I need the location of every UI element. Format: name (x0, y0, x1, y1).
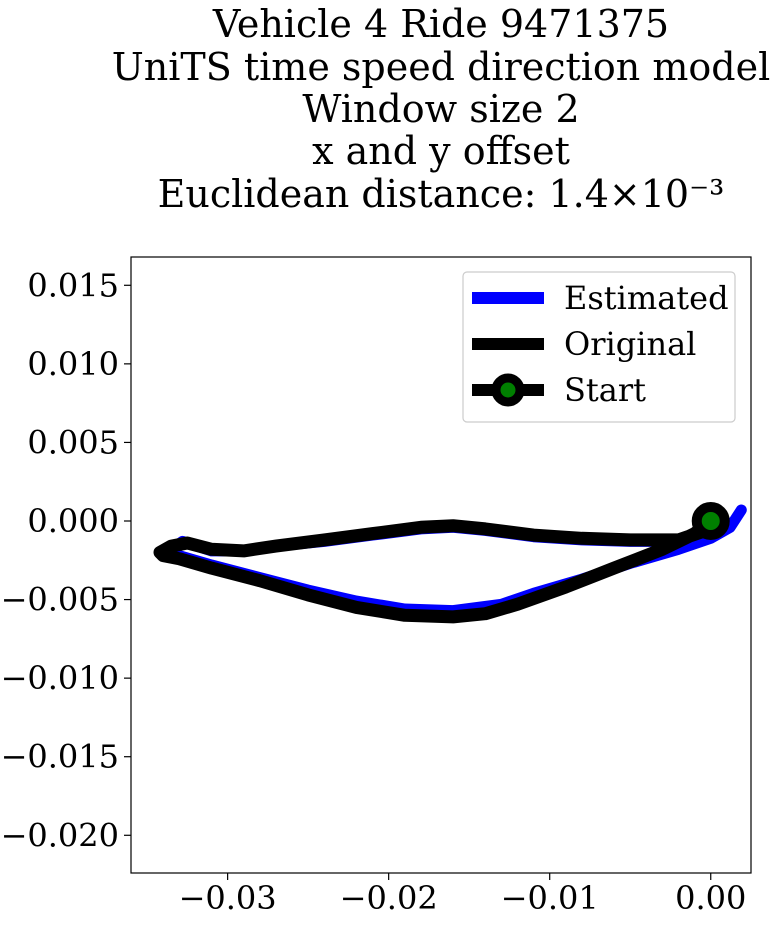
title-line: Window size 2 (302, 87, 579, 131)
legend-label: Original (564, 325, 696, 363)
series-layer (153, 504, 747, 624)
y-tick-label: 0.000 (27, 502, 119, 540)
start-marker-layer (691, 502, 730, 540)
y-tick-label: −0.005 (1, 581, 119, 619)
title-line: UniTS time speed direction model (112, 45, 771, 89)
y-tick-label: −0.010 (1, 659, 119, 697)
x-tick-label: −0.03 (179, 879, 277, 917)
y-tick-label: 0.005 (27, 423, 119, 461)
start-marker (691, 502, 730, 540)
y-tick-label: 0.015 (27, 266, 119, 304)
legend-label: Start (564, 371, 646, 409)
title-line: Vehicle 4 Ride 9471375 (212, 2, 669, 46)
x-axis: −0.03 −0.02 −0.01 0.00 (179, 873, 746, 917)
series-line-original (153, 514, 724, 624)
legend-label: Estimated (564, 279, 729, 317)
x-tick-label: −0.01 (501, 879, 599, 917)
y-tick-label: −0.020 (1, 816, 119, 854)
x-tick-label: 0.00 (675, 879, 746, 917)
x-tick-label: −0.02 (340, 879, 438, 917)
y-tick-label: −0.015 (1, 738, 119, 776)
y-axis: 0.015 0.010 0.005 0.000 −0.005 −0.010 −0.015 −0… (1, 266, 131, 854)
title-line: x and y offset (312, 129, 570, 173)
legend-start-marker (491, 373, 525, 407)
legend: Estimated Original Start (462, 271, 736, 423)
y-tick-label: 0.010 (27, 345, 119, 383)
title-line: Euclidean distance: 1.4×10⁻³ (158, 172, 725, 216)
plot-area (130, 256, 752, 874)
